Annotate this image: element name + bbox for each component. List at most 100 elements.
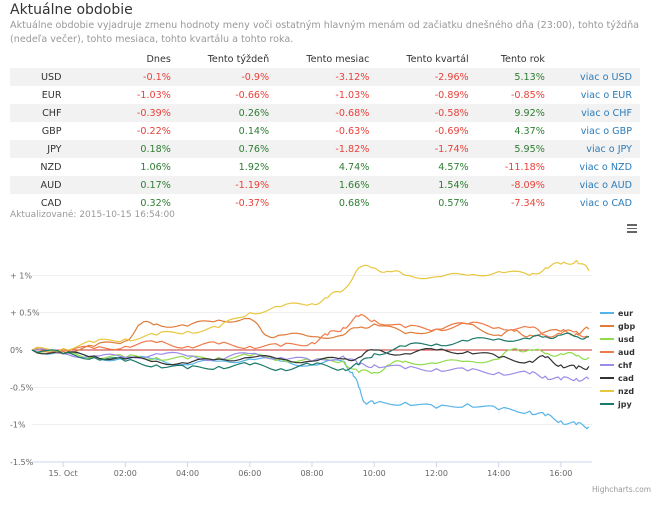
change-value: 0.76%: [178, 140, 278, 158]
change-value: 5.13%: [476, 68, 553, 86]
change-value: -0.69%: [377, 122, 477, 140]
currency-code: NZD: [10, 158, 116, 176]
y-tick-label: + 1%: [10, 271, 32, 280]
currency-code: CAD: [10, 194, 116, 212]
table-header-row: Dnes Tento týždeň Tento mesiac Tento kva…: [10, 50, 640, 68]
x-tick-label: 15. Oct: [49, 469, 78, 478]
currency-code: AUD: [10, 176, 116, 194]
series-line-nzd: [31, 259, 590, 352]
column-header-month: Tento mesiac: [277, 50, 378, 68]
column-header-year: Tento rok: [476, 50, 553, 68]
change-value: -0.1%: [115, 68, 179, 86]
change-value: 0.57%: [377, 194, 477, 212]
change-value: -0.85%: [476, 86, 553, 104]
change-value: -1.03%: [277, 86, 378, 104]
change-value: -3.12%: [277, 68, 378, 86]
table-row: CHF -0.39% 0.26% -0.68% -0.58% 9.92% viac o CH…: [10, 104, 640, 122]
table-row: EUR -1.03% -0.66% -1.03% -0.89% -0.85% viac o …: [10, 86, 640, 104]
hamburger-menu-icon: [627, 224, 637, 226]
table-row: GBP -0.22% 0.14% -0.63% -0.69% 4.37% viac o GB…: [10, 122, 640, 140]
change-value: 4.57%: [377, 158, 477, 176]
table-row: AUD 0.17% -1.19% 1.66% 1.54% -8.09% viac o AUD: [10, 176, 640, 194]
currency-detail-link[interactable]: viac o USD: [552, 68, 640, 86]
y-tick-label: -1%: [10, 421, 26, 430]
change-value: -0.9%: [178, 68, 278, 86]
change-value: -7.34%: [476, 194, 553, 212]
highcharts-credits[interactable]: Highcharts.com: [592, 485, 652, 494]
legend-label-cad[interactable]: cad: [618, 374, 634, 383]
change-value: 9.92%: [476, 104, 553, 122]
currency-detail-link[interactable]: viac o JPY: [552, 140, 640, 158]
change-value: 4.74%: [277, 158, 378, 176]
chart-menu-button[interactable]: [626, 222, 638, 234]
legend-label-nzd[interactable]: nzd: [618, 387, 634, 396]
series-line-usd: [31, 347, 590, 374]
currency-detail-link[interactable]: viac o GBP: [552, 122, 640, 140]
change-value: -0.58%: [377, 104, 477, 122]
change-value: -0.39%: [115, 104, 179, 122]
series-line-jpy: [31, 332, 590, 372]
change-value: -0.37%: [178, 194, 278, 212]
legend-label-usd[interactable]: usd: [618, 335, 634, 344]
series-line-cad: [31, 347, 590, 370]
legend-label-aud[interactable]: aud: [618, 348, 635, 357]
column-header-week: Tento týždeň: [178, 50, 278, 68]
change-value: -1.19%: [178, 176, 278, 194]
change-value: -0.68%: [277, 104, 378, 122]
change-value: -11.18%: [476, 158, 553, 176]
change-value: 1.06%: [115, 158, 179, 176]
table-row: CAD 0.32% -0.37% 0.68% 0.57% -7.34% viac o CAD: [10, 194, 640, 212]
currency-detail-link[interactable]: viac o CAD: [552, 194, 640, 212]
x-tick-label: 12:00: [425, 469, 448, 478]
change-value: 0.14%: [178, 122, 278, 140]
legend-label-eur[interactable]: eur: [618, 309, 633, 318]
x-tick-label: 10:00: [363, 469, 386, 478]
series-line-gbp: [31, 317, 590, 354]
last-updated: Aktualizované: 2015-10-15 16:54:00: [10, 210, 175, 220]
currency-detail-link[interactable]: viac o AUD: [552, 176, 640, 194]
currency-detail-link[interactable]: viac o NZD: [552, 158, 640, 176]
legend-label-chf[interactable]: chf: [618, 361, 632, 370]
series-line-aud: [31, 313, 590, 354]
table-row: JPY 0.18% 0.76% -1.82% -1.74% 5.95% viac o JPY: [10, 140, 640, 158]
y-tick-label: + 0.5%: [10, 309, 40, 318]
legend-label-jpy[interactable]: jpy: [617, 400, 632, 409]
currency-detail-link[interactable]: viac o EUR: [552, 86, 640, 104]
change-value: 0.18%: [115, 140, 179, 158]
series-line-eur: [31, 349, 590, 430]
currency-detail-link[interactable]: viac o CHF: [552, 104, 640, 122]
table-row: USD -0.1% -0.9% -3.12% -2.96% 5.13% viac o USD: [10, 68, 640, 86]
change-value: -8.09%: [476, 176, 553, 194]
change-value: 0.68%: [277, 194, 378, 212]
change-value: -1.03%: [115, 86, 179, 104]
column-header-today: Dnes: [115, 50, 179, 68]
hamburger-menu-icon-line: [627, 227, 637, 229]
currency-chart: + 1% + 0.5% 0% -0.5% -1% -1.5% 15. Oct 02:00 04:…: [10, 259, 635, 478]
change-value: -1.74%: [377, 140, 477, 158]
x-tick-label: 08:00: [300, 469, 323, 478]
x-tick-label: 04:00: [176, 469, 199, 478]
currency-code: CHF: [10, 104, 116, 122]
x-tick-label: 06:00: [238, 469, 261, 478]
column-header-link: [552, 50, 640, 68]
y-tick-label: -1.5%: [10, 458, 34, 467]
table-row: NZD 1.06% 1.92% 4.74% 4.57% -11.18% viac o NZD: [10, 158, 640, 176]
y-tick-label: -0.5%: [10, 383, 34, 392]
x-tick-label: 16:00: [549, 469, 572, 478]
change-value: -2.96%: [377, 68, 477, 86]
column-header: [10, 50, 116, 68]
change-value: -0.63%: [277, 122, 378, 140]
page-description: Aktuálne obdobie vyjadruje zmenu hodnoty…: [10, 20, 640, 45]
change-value: 0.32%: [115, 194, 179, 212]
currency-code: EUR: [10, 86, 116, 104]
change-value: -0.89%: [377, 86, 477, 104]
change-value: -0.22%: [115, 122, 179, 140]
change-value: 0.17%: [115, 176, 179, 194]
change-value: 1.54%: [377, 176, 477, 194]
legend-label-gbp[interactable]: gbp: [618, 322, 635, 331]
change-value: 5.95%: [476, 140, 553, 158]
x-tick-label: 14:00: [487, 469, 510, 478]
currency-code: JPY: [10, 140, 116, 158]
x-tick-label: 02:00: [114, 469, 137, 478]
currency-table: Dnes Tento týždeň Tento mesiac Tento kva…: [10, 50, 640, 212]
